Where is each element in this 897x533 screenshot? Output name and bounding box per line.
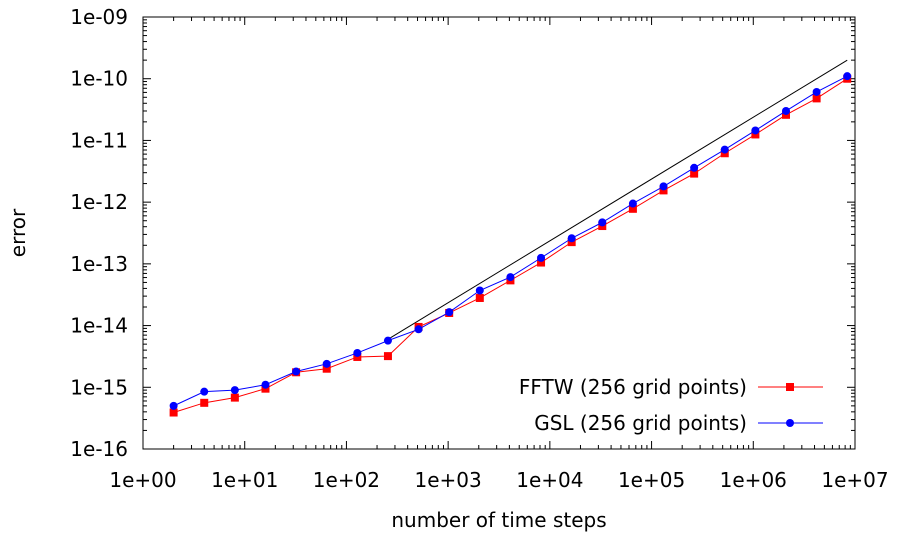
x-tick-label: 1e+06 bbox=[720, 468, 787, 492]
y-tick-label: 1e-09 bbox=[70, 5, 128, 29]
x-tick-label: 1e+03 bbox=[415, 468, 482, 492]
series-2-point bbox=[353, 348, 362, 357]
series-1-point bbox=[230, 393, 239, 402]
reference-line bbox=[387, 59, 848, 340]
series-1-point bbox=[537, 258, 546, 267]
y-tick-label: 1e-14 bbox=[70, 314, 128, 338]
series-1-point bbox=[812, 94, 821, 103]
x-tick-label: 1e+04 bbox=[516, 468, 583, 492]
series-1-line bbox=[173, 78, 848, 413]
series-2-point bbox=[720, 145, 729, 154]
series-2-point bbox=[230, 386, 239, 395]
series-2-point bbox=[567, 234, 576, 243]
series-1-point bbox=[659, 186, 668, 195]
series-2-point bbox=[261, 380, 270, 389]
y-axis: 1e-16 1e-15 1e-14 1e-13 1e-12 1e-11 1e-10 1e-09 bbox=[70, 5, 855, 461]
series-2-point bbox=[628, 199, 637, 208]
series-2-point bbox=[659, 182, 668, 191]
series-2-point bbox=[506, 273, 515, 282]
series-1-point bbox=[628, 204, 637, 213]
x-axis: 1e+00 1e+01 1e+02 1e+03 1e+04 1e+05 1e+06 1e+07 bbox=[109, 17, 889, 492]
y-tick-label: 1e-15 bbox=[70, 375, 128, 399]
series-layer bbox=[169, 72, 852, 417]
y-tick-label: 1e-16 bbox=[70, 437, 128, 461]
plot-frame bbox=[142, 16, 856, 450]
series-2-point bbox=[812, 87, 821, 96]
series-1-point bbox=[353, 352, 362, 361]
series-2-point bbox=[475, 286, 484, 295]
series-2-point bbox=[782, 106, 791, 115]
legend-label: GSL (256 grid points) bbox=[534, 411, 747, 435]
series-2-point bbox=[598, 218, 607, 227]
series-2-point bbox=[169, 401, 178, 410]
y-tick-label: 1e-11 bbox=[70, 128, 128, 152]
y-tick-label: 1e-12 bbox=[70, 190, 128, 214]
x-tick-label: 1e+07 bbox=[821, 468, 888, 492]
x-tick-label: 1e+00 bbox=[109, 468, 176, 492]
series-1-point bbox=[322, 364, 331, 373]
series-2-point bbox=[537, 253, 546, 262]
series-2-point bbox=[751, 126, 760, 135]
legend: FFTW (256 grid points) GSL (256 grid poin… bbox=[519, 375, 823, 435]
y-tick-label: 1e-13 bbox=[70, 252, 128, 276]
series-1-point bbox=[383, 352, 392, 361]
series-2-point bbox=[200, 387, 209, 396]
x-tick-label: 1e+05 bbox=[618, 468, 685, 492]
x-tick-label: 1e+01 bbox=[211, 468, 278, 492]
reference-slope-line bbox=[387, 59, 848, 340]
legend-label: FFTW (256 grid points) bbox=[519, 375, 747, 399]
series-2-point bbox=[843, 72, 852, 81]
series-2-point bbox=[383, 336, 392, 345]
series-2-point bbox=[690, 163, 699, 172]
legend-marker bbox=[786, 383, 794, 391]
series-1-point bbox=[475, 293, 484, 302]
series-1-point bbox=[169, 408, 178, 417]
series-2-point bbox=[292, 367, 301, 376]
series-2-point bbox=[322, 359, 331, 368]
series-2 bbox=[169, 72, 852, 410]
series-1-point bbox=[200, 398, 209, 407]
series-2-line bbox=[173, 75, 848, 407]
series-2-point bbox=[445, 308, 454, 317]
x-axis-label: number of time steps bbox=[391, 508, 606, 532]
legend-marker bbox=[786, 419, 794, 427]
series-1 bbox=[169, 74, 852, 417]
y-tick-label: 1e-10 bbox=[70, 67, 128, 91]
series-1-point bbox=[690, 169, 699, 178]
series-2-point bbox=[414, 325, 423, 334]
y-axis-label: error bbox=[6, 208, 30, 257]
x-tick-label: 1e+02 bbox=[313, 468, 380, 492]
